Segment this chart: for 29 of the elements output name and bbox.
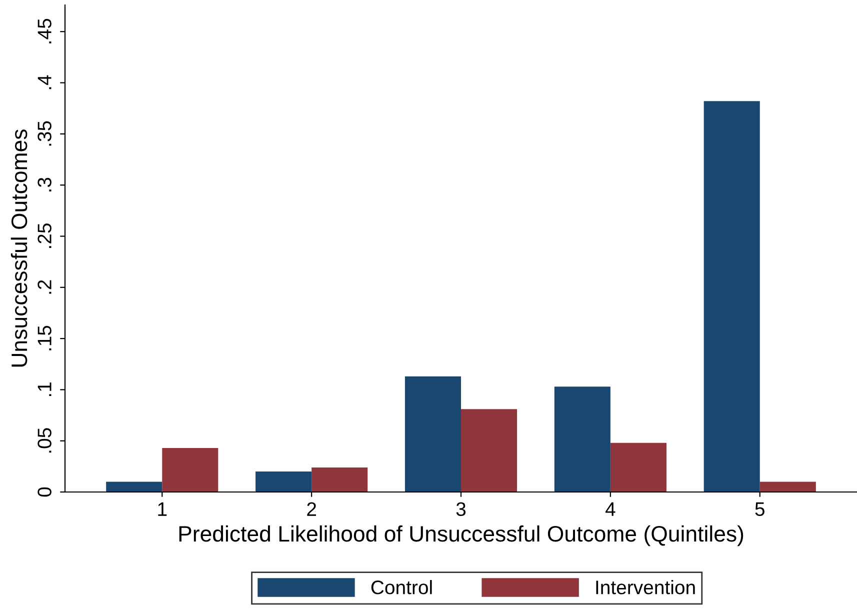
- x-tick-label: 3: [456, 502, 466, 516]
- bar: [610, 442, 666, 492]
- bar: [106, 482, 162, 492]
- bar: [704, 101, 760, 492]
- bar: [760, 482, 816, 492]
- x-tick-label: 2: [307, 502, 316, 516]
- bar: [461, 409, 518, 492]
- legend-label: Control: [371, 580, 432, 594]
- x-tick-label: 4: [605, 502, 616, 516]
- y-axis-title: Unsuccessful Outcomes: [10, 130, 28, 367]
- bar: [312, 467, 368, 492]
- y-tick-label: .35: [38, 121, 52, 146]
- y-tick-label: .45: [38, 18, 52, 44]
- y-tick-label: .4: [38, 75, 52, 90]
- y-tick-label: .1: [38, 382, 52, 396]
- y-tick-label: .05: [38, 428, 52, 453]
- bar: [554, 386, 610, 492]
- x-tick-label: 5: [755, 502, 764, 516]
- x-tick-label: 1: [158, 502, 167, 516]
- x-axis-title: Predicted Likelihood of Unsuccessful Outcome (Quintiles): [179, 525, 744, 546]
- y-tick-label: 0: [38, 487, 52, 497]
- y-tick-label: .15: [38, 326, 52, 350]
- legend-label: Intervention: [596, 580, 695, 594]
- y-tick-label: .2: [38, 280, 52, 294]
- y-tick-label: .3: [38, 178, 52, 192]
- bar: [162, 448, 218, 492]
- y-tick-label: .25: [38, 224, 52, 248]
- bar: [256, 472, 312, 492]
- bar: [404, 376, 461, 492]
